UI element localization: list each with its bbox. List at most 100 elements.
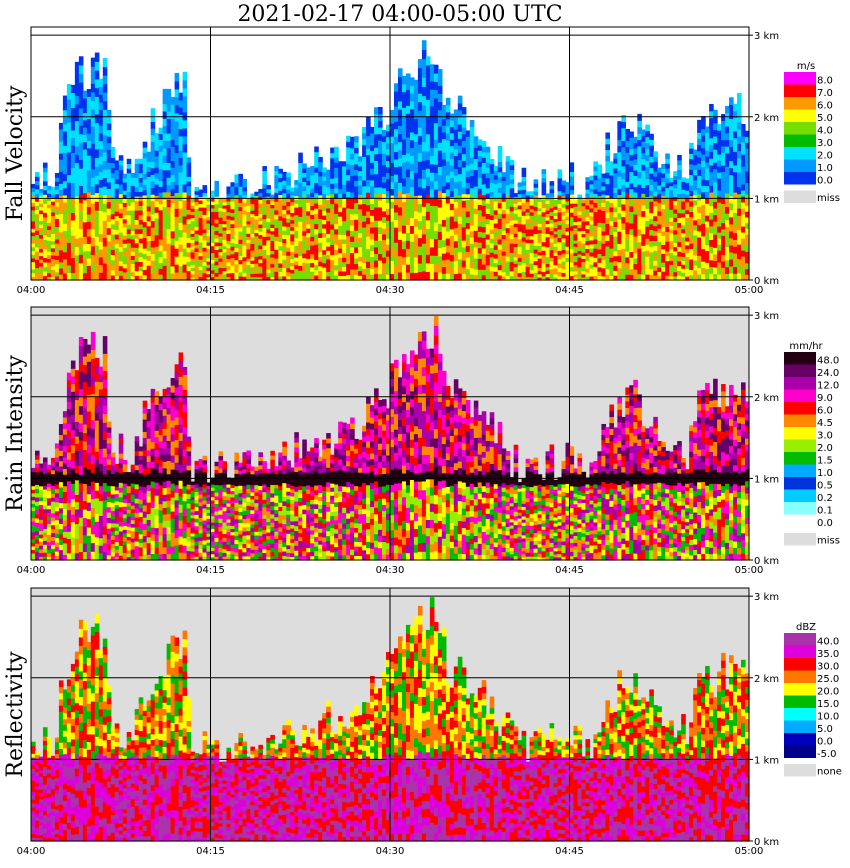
data-cell bbox=[262, 170, 267, 175]
data-cell bbox=[306, 211, 311, 216]
data-cell bbox=[282, 188, 287, 193]
data-cell bbox=[159, 139, 164, 145]
data-cell bbox=[506, 156, 511, 161]
data-cell bbox=[589, 212, 594, 217]
data-cell bbox=[99, 226, 104, 234]
data-cell bbox=[75, 238, 80, 247]
data-cell bbox=[79, 108, 84, 117]
data-cell bbox=[83, 251, 88, 259]
data-cell bbox=[358, 180, 363, 185]
data-cell bbox=[522, 250, 527, 255]
data-cell bbox=[629, 240, 634, 246]
data-cell bbox=[729, 231, 734, 239]
data-cell bbox=[71, 107, 76, 115]
data-cell bbox=[601, 251, 606, 256]
data-cell bbox=[47, 193, 52, 197]
data-cell bbox=[95, 271, 100, 280]
data-cell bbox=[697, 243, 702, 250]
data-cell bbox=[95, 79, 100, 88]
data-cell bbox=[725, 233, 730, 240]
data-cell bbox=[693, 185, 698, 191]
data-cell bbox=[534, 222, 539, 226]
data-cell bbox=[613, 241, 618, 246]
data-cell bbox=[211, 273, 216, 277]
data-cell bbox=[737, 194, 742, 202]
data-cell bbox=[87, 96, 92, 104]
data-cell bbox=[446, 266, 451, 274]
data-cell bbox=[39, 464, 44, 468]
data-cell bbox=[63, 96, 68, 104]
data-cell bbox=[31, 507, 36, 511]
data-cell bbox=[163, 148, 168, 156]
data-cell bbox=[67, 474, 72, 482]
data-cell bbox=[179, 93, 184, 101]
data-cell bbox=[71, 242, 76, 250]
data-cell bbox=[462, 140, 467, 147]
data-cell bbox=[71, 265, 76, 273]
data-cell bbox=[35, 501, 40, 506]
data-cell bbox=[234, 219, 239, 224]
data-cell bbox=[526, 253, 531, 257]
data-cell bbox=[482, 259, 487, 265]
data-cell bbox=[35, 526, 40, 531]
data-cell bbox=[43, 172, 48, 177]
data-cell bbox=[621, 128, 626, 135]
data-cell bbox=[43, 517, 48, 522]
data-cell bbox=[601, 202, 606, 207]
data-cell bbox=[422, 105, 427, 115]
data-cell bbox=[67, 438, 72, 446]
data-cell bbox=[490, 247, 495, 252]
data-cell bbox=[39, 256, 44, 260]
data-cell bbox=[382, 240, 387, 246]
data-cell bbox=[494, 262, 499, 267]
data-cell bbox=[374, 253, 379, 260]
data-cell bbox=[378, 127, 383, 134]
data-cell bbox=[350, 241, 355, 247]
data-cell bbox=[418, 195, 423, 204]
data-cell bbox=[625, 164, 630, 170]
data-cell bbox=[79, 185, 84, 194]
data-cell bbox=[422, 96, 427, 106]
data-cell bbox=[274, 223, 279, 228]
data-cell bbox=[131, 214, 136, 219]
data-cell bbox=[382, 234, 387, 240]
data-cell bbox=[286, 189, 291, 194]
data-cell bbox=[438, 150, 443, 159]
data-cell bbox=[609, 170, 614, 175]
data-cell bbox=[43, 248, 48, 253]
data-cell bbox=[677, 266, 682, 271]
data-cell bbox=[486, 249, 491, 255]
data-cell bbox=[286, 239, 291, 244]
data-cell bbox=[585, 201, 590, 206]
data-cell bbox=[673, 217, 678, 222]
data-cell bbox=[402, 249, 407, 257]
data-cell bbox=[354, 180, 359, 186]
data-cell bbox=[87, 258, 92, 266]
data-cell bbox=[645, 226, 650, 233]
data-cell bbox=[522, 241, 527, 246]
data-cell bbox=[115, 248, 120, 253]
data-cell bbox=[378, 247, 383, 254]
data-cell bbox=[143, 174, 148, 180]
data-cell bbox=[199, 238, 204, 242]
data-cell bbox=[262, 267, 267, 272]
data-cell bbox=[314, 218, 319, 224]
data-cell bbox=[354, 175, 359, 181]
data-cell bbox=[187, 261, 192, 266]
data-cell bbox=[414, 118, 419, 126]
data-cell bbox=[115, 239, 120, 244]
data-cell bbox=[402, 209, 407, 217]
data-cell bbox=[685, 194, 690, 199]
data-cell bbox=[490, 173, 495, 178]
data-cell bbox=[374, 214, 379, 221]
data-cell bbox=[418, 144, 423, 153]
data-cell bbox=[673, 184, 678, 189]
data-cell bbox=[179, 107, 184, 115]
data-cell bbox=[163, 155, 168, 163]
data-cell bbox=[466, 199, 471, 205]
data-cell bbox=[43, 235, 48, 240]
data-cell bbox=[238, 268, 243, 273]
data-cell bbox=[418, 246, 423, 255]
data-cell bbox=[729, 168, 734, 176]
data-cell bbox=[35, 535, 40, 540]
